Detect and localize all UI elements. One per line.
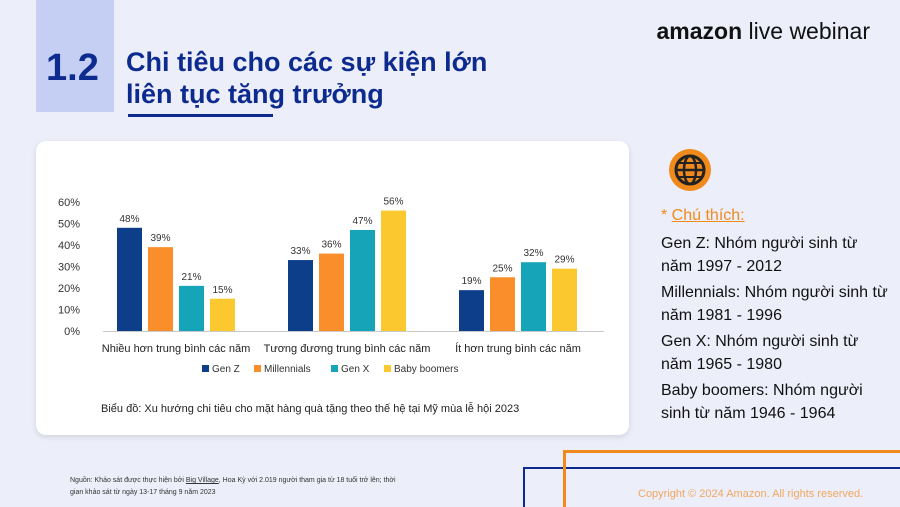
brand-bold: amazon [656, 18, 743, 44]
legend-star: * [661, 207, 672, 224]
note-gen-x: Gen X: Nhóm người sinh từ năm 1965 - 198… [661, 333, 859, 373]
legend-swatch [254, 365, 261, 372]
bar [521, 262, 546, 331]
section-number: 1.2 [46, 47, 99, 89]
bar [350, 229, 375, 331]
legend-heading-label: Chú thích: [671, 207, 745, 224]
y-tick-label: 50% [58, 219, 80, 231]
x-category-label: Nhiều hơn trung bình các năm [102, 343, 250, 355]
x-category-label: Tương đương trung bình các năm [264, 343, 431, 355]
data-label: 32% [523, 248, 543, 259]
y-tick-label: 10% [58, 305, 80, 317]
source-rest: , Hoa Kỳ với 2.019 người tham gia từ 18 … [70, 477, 396, 496]
legend-label: Baby boomers [394, 364, 458, 375]
note-gen-z: Gen Z: Nhóm người sinh từ năm 1997 - 201… [661, 235, 858, 275]
title-line-1: Chi tiêu cho các sự kiện lớn [126, 47, 488, 77]
data-label: 47% [352, 216, 372, 227]
title-underline [128, 114, 273, 117]
data-label: 33% [290, 246, 310, 257]
copyright: Copyright © 2024 Amazon. All rights rese… [638, 488, 864, 500]
data-label: 56% [383, 197, 403, 208]
y-tick-label: 60% [58, 197, 80, 209]
bar [552, 268, 577, 331]
bar [148, 247, 173, 331]
legend-swatch [384, 365, 391, 372]
legend-label: Gen X [341, 364, 370, 375]
bar [179, 285, 204, 331]
bar [288, 260, 313, 331]
y-tick-label: 40% [58, 240, 80, 252]
data-label: 29% [554, 255, 574, 266]
deco-line-orange-vertical [563, 450, 566, 507]
page-title: Chi tiêu cho các sự kiện lớn liên tục tă… [126, 46, 487, 110]
x-category-label: Ít hơn trung bình các năm [455, 342, 581, 355]
y-tick-label: 0% [64, 326, 80, 338]
bar [490, 277, 515, 331]
section-number-box [36, 0, 114, 112]
globe-icon [669, 149, 711, 191]
source-note: Nguồn: Khảo sát được thực hiện bởi Big V… [70, 475, 400, 499]
legend-swatch [331, 365, 338, 372]
legend-heading: * Chú thích: [661, 207, 745, 225]
source-prefix: Nguồn: Khảo sát được thực hiện bởi [70, 477, 186, 484]
note-millennials: Millennials: Nhóm người sinh từ năm 1981… [661, 284, 888, 324]
legend-swatch [202, 365, 209, 372]
y-tick-label: 30% [58, 262, 80, 274]
legend-label: Millennials [264, 364, 311, 375]
deco-line-navy-horizontal [523, 467, 900, 469]
source-link[interactable]: Big Village [185, 477, 219, 484]
data-label: 39% [150, 233, 170, 244]
data-label: 25% [492, 263, 512, 274]
deco-line-navy-vertical [523, 467, 525, 507]
data-label: 48% [119, 214, 139, 225]
data-label: 21% [181, 272, 201, 283]
note-baby-boomers: Baby boomers: Nhóm người sinh từ năm 194… [661, 382, 863, 422]
bar [117, 227, 142, 331]
chart-caption: Biểu đồ: Xu hướng chi tiêu cho mặt hàng … [101, 403, 520, 415]
y-tick-label: 20% [58, 283, 80, 295]
bar [459, 290, 484, 331]
deco-line-orange-horizontal [563, 450, 900, 453]
bar [210, 298, 235, 331]
data-label: 19% [461, 276, 481, 287]
brand-logo: amazon live webinar [657, 18, 870, 45]
legend-notes: Gen Z: Nhóm người sinh từ năm 1997 - 201… [661, 232, 891, 428]
bar [381, 210, 406, 331]
legend-label: Gen Z [212, 364, 240, 375]
bar [319, 253, 344, 331]
data-label: 36% [321, 240, 341, 251]
data-label: 15% [212, 285, 232, 296]
brand-rest: live webinar [742, 18, 870, 44]
title-line-2: liên tục tăng trưởng [126, 79, 384, 109]
